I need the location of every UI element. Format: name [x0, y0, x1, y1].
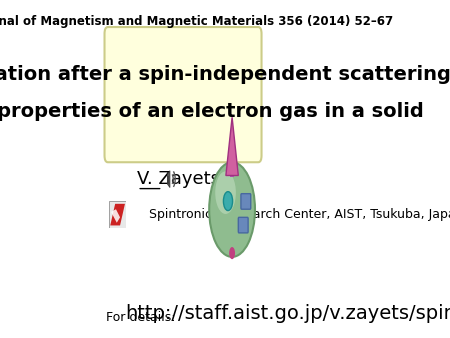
Circle shape [224, 192, 233, 211]
Bar [166, 176, 168, 183]
Text: Spin properties of an electron gas in a solid: Spin properties of an electron gas in a … [0, 102, 424, 121]
Text: Spin rotation after a spin-independent scattering.: Spin rotation after a spin-independent s… [0, 65, 450, 84]
Bar [230, 174, 234, 177]
FancyBboxPatch shape [104, 27, 261, 162]
FancyBboxPatch shape [238, 217, 248, 233]
Polygon shape [226, 117, 239, 175]
Text: For details:: For details: [106, 312, 184, 324]
Polygon shape [167, 171, 170, 188]
Text: Journal of Magnetism and Magnetic Materials 356 (2014) 52–67: Journal of Magnetism and Magnetic Materi… [0, 15, 394, 28]
Circle shape [229, 247, 235, 259]
Text: Spintronics Research Center, AIST, Tsukuba, Japan: Spintronics Research Center, AIST, Tsuku… [148, 208, 450, 221]
Text: http://staff.aist.go.jp/v.zayets/spin2_intro_26.html: http://staff.aist.go.jp/v.zayets/spin2_i… [125, 305, 450, 324]
Circle shape [215, 171, 236, 214]
Circle shape [209, 162, 255, 257]
Text: V. Zayets: V. Zayets [137, 170, 220, 188]
FancyBboxPatch shape [241, 194, 251, 209]
